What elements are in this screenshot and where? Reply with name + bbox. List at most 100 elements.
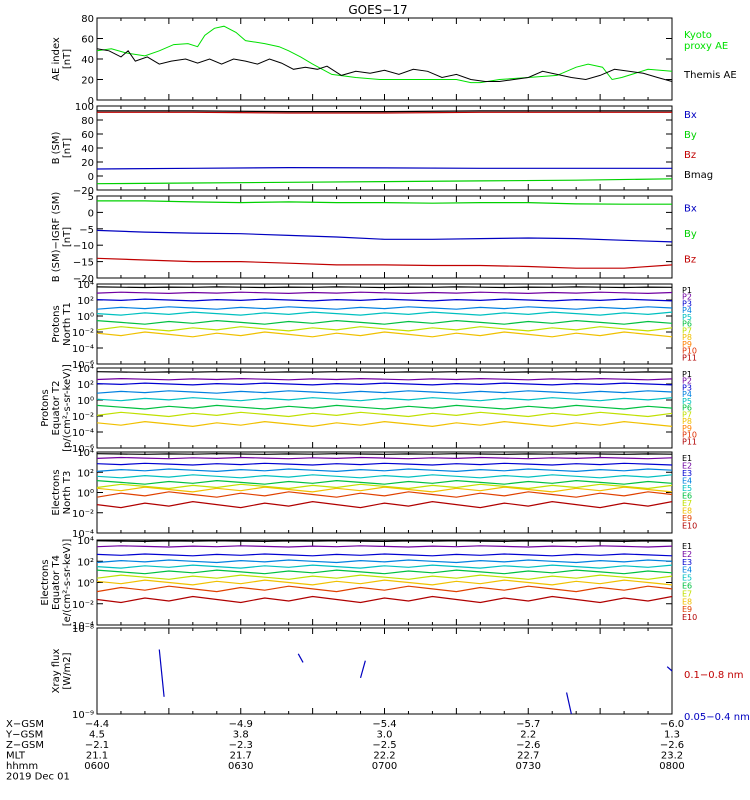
y-tick-label: 10⁴ <box>77 280 94 291</box>
y-tick-label: 5 <box>88 192 94 203</box>
channel-line <box>96 483 673 490</box>
channel-label: E3 <box>682 469 692 478</box>
y-axis-label: B (SM)−IGRF (SM) <box>51 192 62 283</box>
y-axis-label: [p/(cm²-s-sr-keV)] <box>62 364 73 452</box>
channel-label: P8 <box>682 417 692 426</box>
legend-label: By <box>684 229 697 240</box>
panel-6: 10⁻⁴ 10⁻² 10⁰ 10² 10⁴ Electrons North T3 E1E2E3… <box>51 448 697 540</box>
channel-line <box>96 486 673 493</box>
channel-label: E8 <box>682 597 692 606</box>
channel-line <box>96 479 673 485</box>
channel-label: P7 <box>682 410 692 419</box>
channel-label: E1 <box>682 542 692 551</box>
x-row-value: 0630 <box>228 761 253 772</box>
legend-label: Bz <box>684 255 696 266</box>
channel-label: P5 <box>682 313 692 322</box>
legend-label: Kyoto <box>684 30 712 41</box>
channel-label: E1 <box>682 454 692 463</box>
channel-label: P1 <box>682 370 692 379</box>
x-row-value: −2.6 <box>660 740 684 751</box>
y-tick-label: 0 <box>88 96 94 107</box>
x-row-label: Z−GSM <box>6 740 44 751</box>
x-row-value: −2.5 <box>372 740 396 751</box>
y-tick-label: 10⁰ <box>77 489 94 500</box>
x-row-value: −2.3 <box>229 740 253 751</box>
y-tick-label: 20 <box>81 76 94 87</box>
channel-label: P2 <box>682 377 692 386</box>
y-axis-label: Xray flux <box>51 649 62 694</box>
y-axis-label: [nT] <box>62 138 73 158</box>
date-label: 2019 Dec 01 <box>6 772 70 783</box>
y-axis-label: Electrons <box>40 559 51 605</box>
y-axis-label: B (SM) <box>51 131 62 164</box>
y-tick-label: 10⁻² <box>72 412 94 423</box>
y-axis-label: Protons <box>40 389 51 426</box>
y-tick-label: 10⁻⁶ <box>72 444 94 455</box>
channel-line <box>96 306 673 310</box>
channel-line <box>96 595 673 604</box>
channel-line <box>96 585 673 593</box>
channel-label: P7 <box>682 326 692 335</box>
channel-label: E4 <box>682 566 692 575</box>
y-tick-label: 10⁻⁸ <box>72 624 94 635</box>
channel-line <box>96 462 673 466</box>
legend-label: 0.05−0.4 nm <box>684 712 750 723</box>
panel-5: 10⁻⁶ 10⁻⁴ 10⁻² 10⁰ 10² 10⁴ Protons Equator T2 [p… <box>40 364 697 455</box>
channel-line <box>96 404 673 410</box>
channel-label: E9 <box>682 514 692 523</box>
y-tick-label: 10² <box>77 380 94 391</box>
channel-line <box>96 559 673 564</box>
x-row-value: 22.7 <box>517 751 539 762</box>
channel-line <box>96 491 673 498</box>
channel-line <box>96 397 673 402</box>
y-tick-label: 10⁰ <box>77 396 94 407</box>
y-axis-label: [W/m2] <box>62 652 73 689</box>
x-row-value: 0730 <box>516 761 541 772</box>
y-tick-label: 10⁻⁴ <box>72 344 94 355</box>
legend-label: 0.1−0.8 nm <box>684 670 743 681</box>
series-line <box>97 110 672 113</box>
y-axis-label: Protons <box>51 305 62 342</box>
panel-frame <box>96 627 673 715</box>
channel-label: P4 <box>682 390 692 399</box>
x-row-label: Y−GSM <box>5 730 43 741</box>
x-row-value: 0800 <box>659 761 684 772</box>
y-axis-label: Equator T2 <box>51 381 62 436</box>
x-row-value: 2.2 <box>520 730 536 741</box>
panel-4: 10⁻⁶ 10⁻⁴ 10⁻² 10⁰ 10² 10⁴ Protons North T1 P1P2… <box>51 280 697 371</box>
channel-label: E2 <box>682 462 692 471</box>
channel-label: E8 <box>682 507 692 516</box>
y-tick-label: −20 <box>73 186 94 197</box>
y-tick-label: 10⁻² <box>72 600 94 611</box>
channel-label: E2 <box>682 550 692 559</box>
legend-label: By <box>684 130 697 141</box>
x-row-value: 4.5 <box>89 730 105 741</box>
channel-line <box>96 468 673 473</box>
panel-8: 10⁻⁹ 10⁻⁸ Xray flux [W/m2] 0.1−0.8 nm 0.05−0.… <box>51 624 750 723</box>
x-row-value: −4.4 <box>85 719 109 730</box>
channel-line <box>96 579 673 586</box>
channel-line <box>96 371 673 373</box>
channel-line <box>96 319 673 325</box>
y-tick-label: 0 <box>88 172 94 183</box>
y-tick-label: 100 <box>75 102 94 113</box>
x-row-value: 22.2 <box>373 751 395 762</box>
x-row-value: 3.8 <box>233 730 249 741</box>
series-line <box>96 166 672 170</box>
channel-label: P11 <box>682 353 697 362</box>
y-tick-label: 80 <box>81 14 94 25</box>
y-axis-label: [nT] <box>62 227 73 247</box>
x-row-value: 0700 <box>372 761 397 772</box>
channel-label: E10 <box>682 522 697 531</box>
channel-line <box>96 545 673 548</box>
legend-label: Bmag <box>684 170 713 181</box>
channel-line <box>96 540 673 543</box>
channel-label: P3 <box>682 383 692 392</box>
y-tick-label: 10² <box>77 296 94 307</box>
legend-label: Bx <box>684 110 697 121</box>
y-tick-label: 20 <box>81 158 94 169</box>
channel-line <box>96 474 673 479</box>
channel-label: P6 <box>682 320 692 329</box>
